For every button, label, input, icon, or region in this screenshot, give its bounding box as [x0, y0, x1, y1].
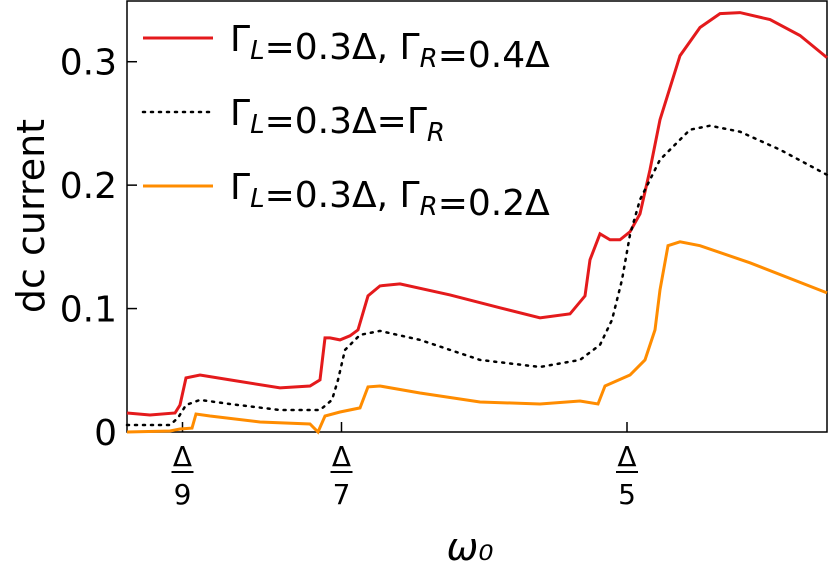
text: = [265, 101, 295, 142]
text: 2 [502, 183, 525, 224]
text: = [438, 35, 468, 76]
subscript: R [420, 44, 438, 74]
text: Δ [352, 175, 377, 216]
text: , [377, 27, 388, 68]
numerator: Δ [332, 440, 351, 473]
text: 0 [468, 35, 491, 76]
text: . [318, 101, 329, 142]
text: 0 [295, 101, 318, 142]
legend-label: ΓL=0.3Δ, ΓR=0.4Δ [230, 19, 550, 76]
text: Γ [400, 27, 420, 68]
text: 0 [295, 175, 318, 216]
series-line [126, 240, 828, 435]
text: . [491, 35, 502, 76]
text: 3 [329, 175, 352, 216]
subscript: L [250, 110, 265, 140]
text: Γ [230, 167, 250, 208]
numerator: Δ [173, 440, 192, 473]
text: . [318, 175, 329, 216]
text: . [318, 27, 329, 68]
text: , [377, 175, 388, 216]
text: = [438, 183, 468, 224]
subscript: R [420, 192, 438, 222]
text: 0 [468, 183, 491, 224]
text: Δ [525, 183, 550, 224]
text: = [265, 175, 295, 216]
denominator: 7 [333, 478, 351, 511]
text: Γ [230, 93, 250, 134]
text [388, 27, 399, 68]
y-tick-label: 0.2 [60, 166, 117, 207]
text: Γ [230, 19, 250, 60]
y-axis-label: dc current [9, 119, 53, 313]
text: Δ [352, 101, 377, 142]
series-line [126, 11, 828, 417]
text: = [265, 27, 295, 68]
legend-label: ΓL=0.3Δ=ΓR [230, 93, 445, 148]
text: Δ [525, 35, 550, 76]
text: 4 [502, 35, 525, 76]
text [388, 175, 399, 216]
legend-label: ΓL=0.3Δ, ΓR=0.2Δ [230, 167, 550, 224]
series-line [125, 124, 829, 427]
y-tick-label: 0 [94, 413, 117, 454]
numerator: Δ [617, 440, 636, 473]
plot-frame [126, 0, 828, 433]
denominator: 5 [618, 478, 636, 511]
text: 0 [295, 27, 318, 68]
y-tick-label: 0.3 [60, 43, 117, 84]
subscript: L [250, 184, 265, 214]
subscript: L [250, 36, 265, 66]
x-axis-label: ω₀ [446, 525, 493, 568]
text: 3 [329, 27, 352, 68]
subscript: R [427, 118, 445, 148]
text: Γ [407, 101, 427, 142]
text: 3 [329, 101, 352, 142]
text: . [491, 183, 502, 224]
text: = [377, 101, 407, 142]
text: Γ [400, 175, 420, 216]
text: Δ [352, 27, 377, 68]
y-tick-label: 0.1 [60, 290, 117, 331]
denominator: 9 [174, 478, 192, 511]
